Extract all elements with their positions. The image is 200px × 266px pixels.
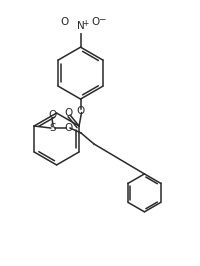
- Text: O: O: [60, 16, 68, 27]
- Text: O: O: [76, 106, 84, 116]
- Text: O: O: [48, 110, 56, 120]
- Text: O: O: [91, 16, 100, 27]
- Text: +: +: [82, 19, 88, 28]
- Text: N: N: [76, 21, 84, 31]
- Text: O: O: [64, 123, 72, 133]
- Text: −: −: [97, 14, 105, 23]
- Text: S: S: [50, 123, 56, 133]
- Text: O: O: [64, 108, 72, 118]
